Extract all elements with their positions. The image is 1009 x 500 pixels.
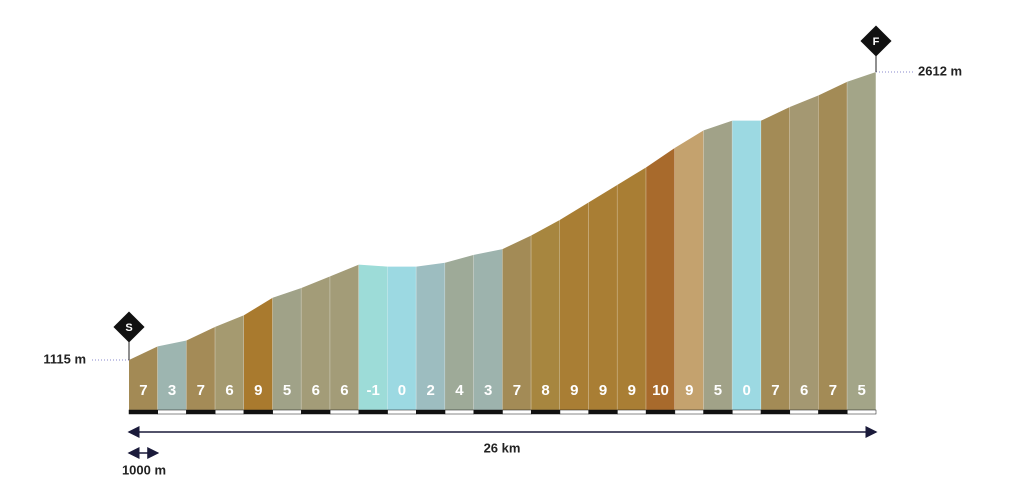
segment — [272, 288, 302, 410]
gradient-label: 0 — [398, 382, 406, 399]
gradient-label: 8 — [541, 382, 549, 399]
km-strip — [674, 409, 704, 415]
segment — [215, 315, 244, 410]
segment — [617, 167, 647, 410]
segment — [818, 81, 848, 410]
segment — [531, 219, 560, 410]
gradient-label: 9 — [570, 382, 578, 399]
gradient-label: 3 — [168, 382, 176, 399]
segment — [157, 340, 187, 410]
gradient-label: 7 — [139, 382, 147, 399]
segment — [559, 202, 589, 410]
km-strip — [645, 409, 676, 415]
gradient-label: -1 — [367, 382, 380, 399]
km-strip — [559, 409, 589, 415]
km-strip — [157, 409, 187, 415]
gradient-label: 6 — [340, 382, 348, 399]
km-strip — [186, 409, 216, 415]
start-marker: S — [125, 322, 132, 334]
segment — [674, 130, 704, 411]
gradient-label: 9 — [254, 382, 262, 399]
km-strip — [128, 409, 158, 415]
segment — [646, 147, 675, 410]
segment — [301, 276, 331, 410]
segment — [588, 184, 618, 410]
gradient-label: 10 — [652, 382, 669, 399]
gradient-label: 9 — [628, 382, 636, 399]
gradient-label: 2 — [427, 382, 435, 399]
gradient-label: 7 — [829, 382, 837, 399]
start-diamond — [113, 311, 145, 343]
km-strip — [502, 409, 532, 415]
km-strip — [530, 409, 561, 415]
segment — [186, 326, 216, 410]
gradient-label: 4 — [455, 382, 464, 399]
km-strip — [847, 409, 877, 415]
finish-elevation: 2612 m — [918, 63, 962, 78]
segment — [789, 95, 819, 410]
km-strip — [732, 409, 762, 415]
km-strip — [301, 409, 331, 415]
km-strip — [329, 409, 360, 415]
km-strip — [358, 409, 388, 415]
segment — [416, 262, 446, 410]
gradient-label: 3 — [484, 382, 492, 399]
segment — [387, 266, 417, 410]
start-elevation: 1115 m — [43, 351, 86, 366]
finish-marker: F — [873, 36, 880, 48]
segment — [358, 264, 388, 410]
segment — [330, 264, 359, 410]
km-strip — [272, 409, 302, 415]
km-strip — [243, 409, 273, 415]
gradient-label: 7 — [513, 382, 521, 399]
segment — [847, 72, 876, 410]
km-strip — [214, 409, 245, 415]
km-strip — [473, 409, 503, 415]
segment — [502, 235, 532, 410]
segment — [761, 107, 790, 410]
gradient-label: 9 — [599, 382, 607, 399]
km-strip — [703, 409, 733, 415]
distance-label: 26 km — [484, 440, 521, 455]
segment — [703, 120, 733, 410]
km-strip — [617, 409, 647, 415]
segment — [129, 346, 158, 410]
gradient-label: 6 — [800, 382, 808, 399]
segment — [473, 249, 503, 410]
km-strip — [818, 409, 848, 415]
segment — [445, 254, 474, 410]
segment — [732, 120, 762, 410]
km-strip — [588, 409, 618, 415]
gradient-label: 5 — [283, 382, 291, 399]
gradient-label: 6 — [225, 382, 233, 399]
gradient-label: 7 — [771, 382, 779, 399]
km-strip — [444, 409, 475, 415]
km-strip — [387, 409, 417, 415]
gradient-label: 9 — [685, 382, 693, 399]
gradient-label: 5 — [714, 382, 722, 399]
gradient-label: 5 — [857, 382, 865, 399]
segment — [243, 297, 273, 410]
km-strip — [789, 409, 819, 415]
scale-label: 1000 m — [122, 462, 166, 477]
gradient-label: 0 — [743, 382, 751, 399]
km-strip — [760, 409, 791, 415]
km-strip — [416, 409, 446, 415]
gradient-label: 7 — [197, 382, 205, 399]
gradient-label: 6 — [312, 382, 320, 399]
